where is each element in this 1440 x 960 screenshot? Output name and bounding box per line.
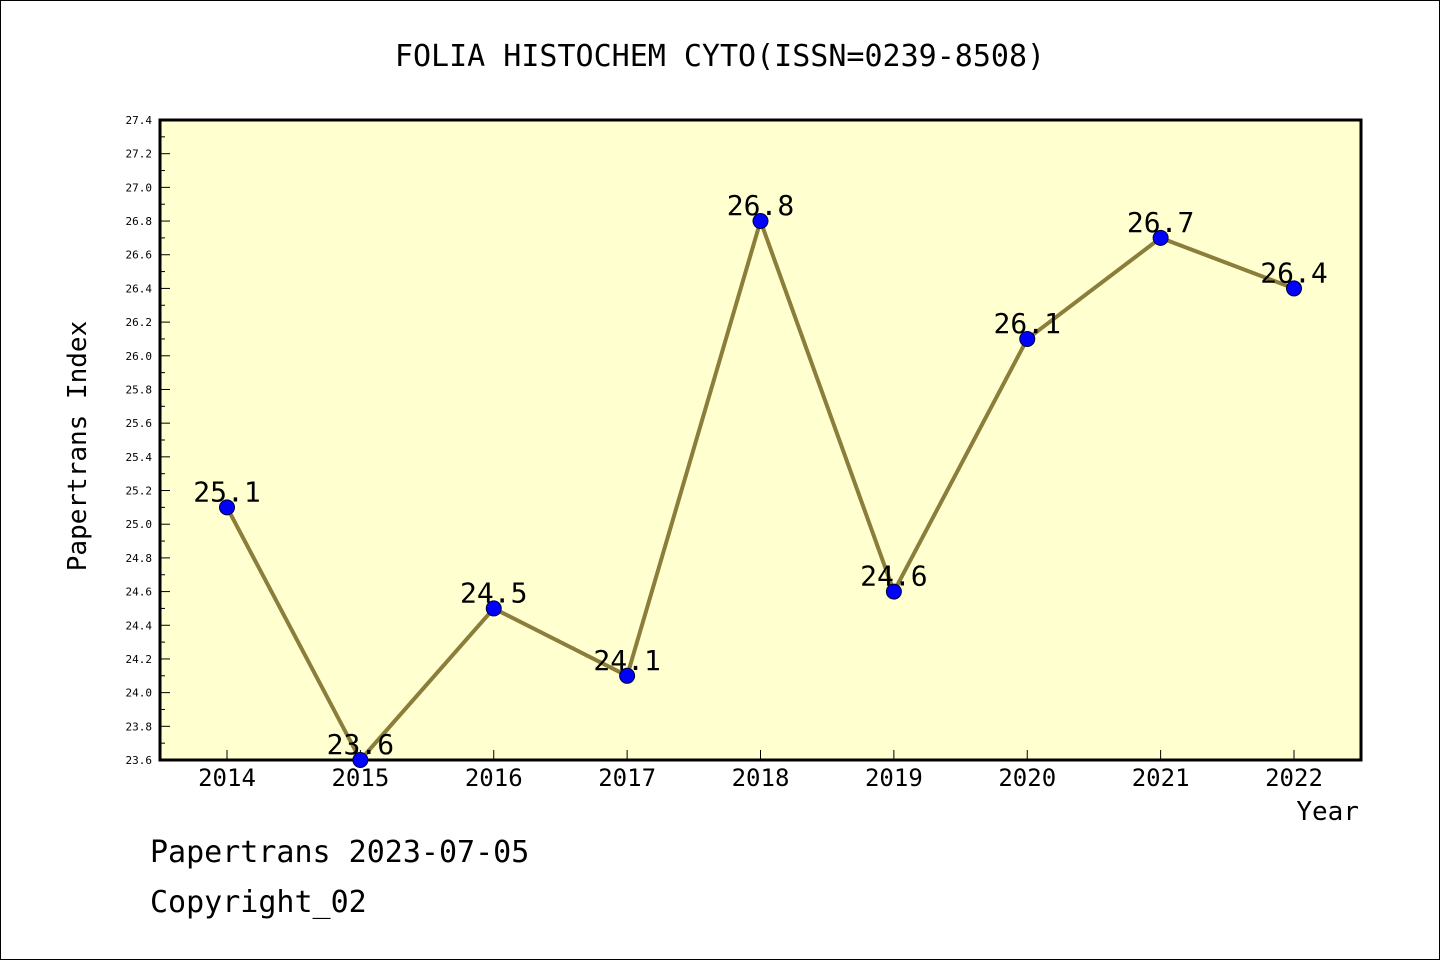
x-tick-label: 2016 [465,764,523,792]
data-point [352,752,369,768]
x-tick-label: 2015 [331,764,389,792]
y-tick-label: 24.4 [126,619,153,632]
data-label: 26.4 [1260,256,1327,289]
y-axis-label: Papertrans Index [63,321,93,571]
y-tick-label: 26.6 [126,249,153,262]
y-tick-label: 24.6 [126,586,153,599]
y-tick-label: 24.2 [126,653,153,666]
y-tick-label: 24.0 [126,687,153,700]
data-point [1286,280,1302,297]
y-tick-label: 27.4 [126,114,153,127]
data-label: 26.8 [727,189,794,222]
data-point [1152,229,1169,246]
x-tick-label: 2019 [865,764,923,792]
y-tick-label: 26.2 [126,316,153,329]
x-tick-label: 2022 [1265,764,1323,792]
x-axis-label: Year [1296,797,1359,827]
data-point [1019,330,1036,347]
x-tick-label: 2018 [732,764,790,792]
data-markers [219,213,1302,768]
y-tick-label: 26.0 [126,350,153,363]
y-tick-label: 24.8 [126,552,153,565]
data-point [485,600,502,617]
footer-date: Papertrans 2023-07-05 [150,835,530,870]
x-tick-label: 2021 [1132,764,1190,792]
x-axis-ticks: 2014 2015 2016 2017 2018 2019 2020 2021 2022 [198,750,1323,792]
y-axis-ticks: 23.6 23.8 24.0 24.2 24.4 24.6 24.8 25.0 25.2 25.4… [126,114,170,767]
data-point [619,667,636,684]
data-label: 26.7 [1127,206,1194,239]
data-labels: 25.1 23.6 24.5 24.1 26.8 24.6 26.1 26.7 26.4 [193,189,1327,761]
y-tick-label: 25.6 [126,417,153,430]
y-tick-label: 25.4 [126,451,153,464]
chart-title: FOLIA HISTOCHEM CYTO(ISSN=0239-8508) [395,39,1045,74]
y-tick-label: 25.8 [126,383,153,396]
data-label: 24.1 [593,644,660,677]
data-point [219,499,235,516]
data-label: 24.5 [460,576,527,609]
y-tick-label: 27.0 [126,181,153,194]
y-tick-label: 27.2 [126,148,153,161]
x-tick-label: 2017 [598,764,656,792]
x-tick-label: 2020 [998,764,1056,792]
y-tick-label: 26.8 [126,215,153,228]
y-tick-label: 25.0 [126,518,153,531]
y-tick-label: 23.8 [126,720,153,733]
data-label: 23.6 [327,728,394,761]
data-point [885,583,902,600]
data-label: 26.1 [994,307,1061,340]
data-point [752,213,769,230]
y-tick-label: 26.4 [126,282,153,295]
y-tick-label: 25.2 [126,485,153,498]
x-tick-label: 2014 [198,764,256,792]
data-label: 25.1 [193,475,260,508]
y-tick-label: 23.6 [126,754,153,767]
footer-copyright: Copyright_02 [150,885,367,920]
data-label: 24.6 [860,560,927,593]
